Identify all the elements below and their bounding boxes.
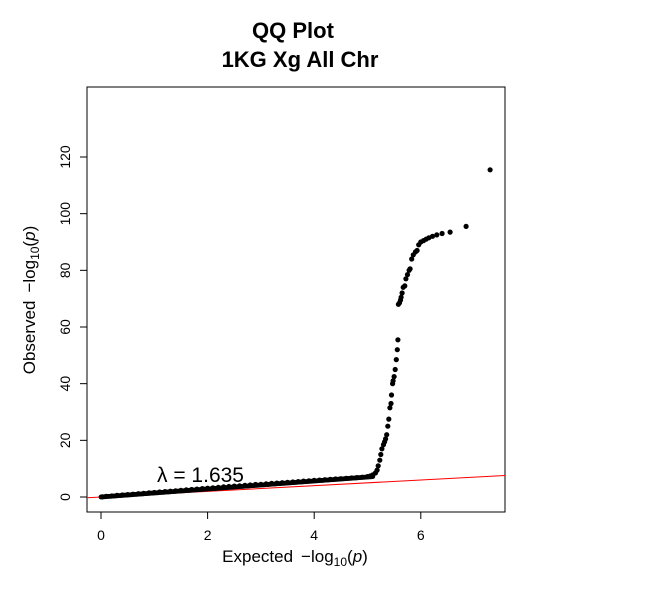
data-point	[404, 272, 411, 278]
y-tick-label: 20	[57, 432, 73, 448]
y-tick-label: 60	[57, 319, 73, 335]
y-axis-title: Observed	[20, 301, 39, 375]
y-axis-unit: −log	[20, 260, 39, 293]
data-point	[388, 400, 394, 407]
data-point	[434, 232, 440, 238]
x-axis-title: Expected	[222, 547, 293, 566]
data-point	[378, 451, 384, 458]
y-axis-unit-p: (p)	[20, 226, 39, 247]
y-tick-label: 100	[57, 202, 73, 226]
data-point	[386, 416, 392, 422]
y-tick-label: 40	[57, 376, 73, 392]
data-point	[395, 337, 401, 343]
data-point	[379, 446, 385, 452]
x-tick-label: 6	[417, 527, 425, 543]
x-axis-label: Expected −log10(p)	[222, 547, 368, 569]
data-point	[439, 230, 445, 237]
data-point	[392, 366, 398, 373]
data-point	[403, 276, 409, 282]
y-tick-label: 120	[57, 145, 73, 169]
data-point	[394, 347, 400, 353]
data-point	[388, 392, 395, 398]
data-point	[375, 463, 381, 469]
data-point	[447, 229, 453, 235]
x-axis-unit-subscript: 10	[334, 555, 348, 569]
chart-title: QQ Plot	[252, 18, 335, 43]
data-point	[407, 266, 413, 272]
data-point	[370, 474, 376, 479]
data-point	[399, 290, 405, 296]
data-point	[383, 436, 389, 442]
data-point	[409, 256, 415, 262]
data-point	[391, 374, 397, 380]
data-point	[487, 167, 493, 173]
data-point	[463, 223, 469, 229]
data-point	[393, 357, 399, 363]
y-tick-label: 0	[57, 493, 73, 501]
y-axis-unit-subscript: 10	[28, 246, 42, 260]
data-point	[387, 405, 393, 411]
x-axis: 0 2 4 6	[97, 512, 425, 543]
x-tick-label: 4	[310, 527, 318, 543]
data-point	[374, 467, 380, 473]
data-point	[385, 423, 391, 429]
lambda-annotation: λ = 1.635	[157, 464, 244, 487]
data-point	[414, 247, 420, 254]
data-point	[384, 432, 390, 438]
x-tick-label: 2	[204, 527, 212, 543]
chart-subtitle: 1KG Xg All Chr	[222, 47, 379, 72]
y-axis: 0 20 40 60 80 100 120	[57, 145, 87, 501]
y-axis-label: Observed −log10(p)	[20, 226, 42, 375]
data-point	[390, 378, 396, 384]
x-axis-unit: −log	[301, 547, 334, 566]
data-points	[98, 167, 493, 500]
data-point	[429, 233, 436, 239]
x-tick-label: 0	[97, 527, 105, 543]
x-axis-unit-p: (p)	[347, 547, 368, 566]
data-point	[398, 294, 404, 300]
plot-frame	[86, 86, 506, 513]
data-point	[402, 283, 408, 289]
y-tick-label: 80	[57, 262, 73, 278]
data-point	[377, 457, 383, 463]
